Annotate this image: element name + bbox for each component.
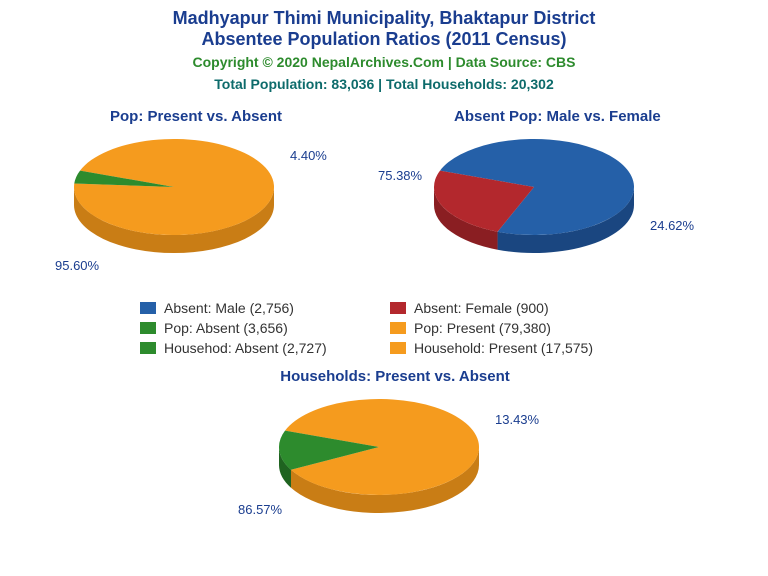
legend-label: Absent: Female (900) bbox=[414, 300, 549, 316]
legend-label: Pop: Absent (3,656) bbox=[164, 320, 288, 336]
legend-item: Househod: Absent (2,727) bbox=[140, 338, 390, 358]
legend-item: Household: Present (17,575) bbox=[390, 338, 640, 358]
chart3-label-minor: 13.43% bbox=[495, 412, 539, 427]
chart2-pie bbox=[430, 135, 638, 262]
chart2-label-minor: 24.62% bbox=[650, 218, 694, 233]
copyright-text: Copyright © 2020 NepalArchives.Com | Dat… bbox=[0, 54, 768, 70]
legend-label: Pop: Present (79,380) bbox=[414, 320, 551, 336]
legend-label: Household: Present (17,575) bbox=[414, 340, 593, 356]
chart1-pie bbox=[70, 135, 278, 262]
legend: Absent: Male (2,756) Absent: Female (900)… bbox=[140, 298, 640, 358]
legend-item: Pop: Present (79,380) bbox=[390, 318, 640, 338]
chart3-label-major: 86.57% bbox=[238, 502, 282, 517]
chart1-label-major: 95.60% bbox=[55, 258, 99, 273]
legend-swatch bbox=[390, 302, 406, 314]
legend-label: Househod: Absent (2,727) bbox=[164, 340, 327, 356]
legend-item: Pop: Absent (3,656) bbox=[140, 318, 390, 338]
legend-swatch bbox=[140, 342, 156, 354]
legend-item: Absent: Female (900) bbox=[390, 298, 640, 318]
legend-swatch bbox=[390, 342, 406, 354]
title-line2: Absentee Population Ratios (2011 Census) bbox=[0, 29, 768, 50]
legend-swatch bbox=[390, 322, 406, 334]
chart1-title: Pop: Present vs. Absent bbox=[110, 108, 282, 125]
chart2-label-major: 75.38% bbox=[378, 168, 422, 183]
title-line1: Madhyapur Thimi Municipality, Bhaktapur … bbox=[0, 8, 768, 29]
legend-item: Absent: Male (2,756) bbox=[140, 298, 390, 318]
totals-text: Total Population: 83,036 | Total Househo… bbox=[0, 76, 768, 92]
chart3-pie bbox=[275, 395, 483, 522]
legend-swatch bbox=[140, 322, 156, 334]
legend-swatch bbox=[140, 302, 156, 314]
chart2-title: Absent Pop: Male vs. Female bbox=[454, 108, 661, 125]
title-area: Madhyapur Thimi Municipality, Bhaktapur … bbox=[0, 0, 768, 92]
chart1-label-minor: 4.40% bbox=[290, 148, 327, 163]
legend-label: Absent: Male (2,756) bbox=[164, 300, 294, 316]
chart3-title: Households: Present vs. Absent bbox=[270, 368, 520, 385]
